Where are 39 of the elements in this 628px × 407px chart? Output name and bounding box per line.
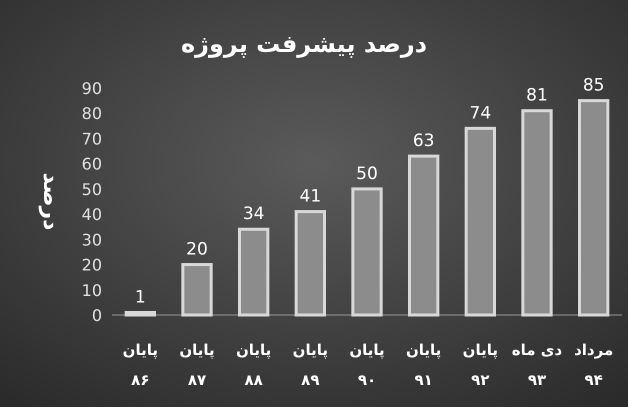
x-tick-label: پایان ۹۱ [406,341,442,389]
x-tick-label: پایان ۸۹ [292,341,328,389]
bar [181,263,213,316]
data-label: 63 [412,131,434,152]
x-tick-label: پایان ۹۲ [462,341,498,389]
data-label: 34 [242,204,264,224]
y-tick-label: 20 [82,256,102,275]
chart-title: درصد پیشرفت پروژه [180,30,428,58]
data-label: 85 [582,76,604,96]
y-tick-label: 30 [82,230,102,250]
y-tick-label: 70 [82,129,102,148]
x-tick-label: پایان ۹۰ [349,341,385,389]
bar [521,109,553,316]
y-tick-label: 40 [82,205,102,224]
x-tick-label: پایان ۸۶ [122,341,158,389]
y-axis-title: درصد [38,172,63,230]
bar [408,154,440,316]
y-tick-label: 10 [82,280,102,300]
y-tick-label: 80 [82,104,102,124]
data-label: 50 [356,164,378,184]
y-tick-label: 0 [92,306,102,325]
data-label: 1 [134,287,146,308]
data-label: 41 [300,186,322,207]
data-label: 74 [470,103,492,124]
bar [351,187,383,316]
y-tick-label: 90 [82,79,102,98]
y-tick-label: 60 [82,154,102,174]
data-label: 20 [186,240,208,260]
x-tick-label: دی ماه ۹۳ [512,341,563,389]
x-tick-label: پایان ۸۸ [236,341,272,389]
y-tick-label: 50 [82,180,102,199]
x-tick-label: پایان ۸۷ [179,341,215,389]
bar [464,126,496,316]
bar [238,228,270,316]
x-tick-label: مرداد ۹۴ [574,341,614,389]
data-label: 81 [526,86,548,106]
bar [294,210,326,316]
bar [578,99,610,316]
bar [124,310,156,316]
